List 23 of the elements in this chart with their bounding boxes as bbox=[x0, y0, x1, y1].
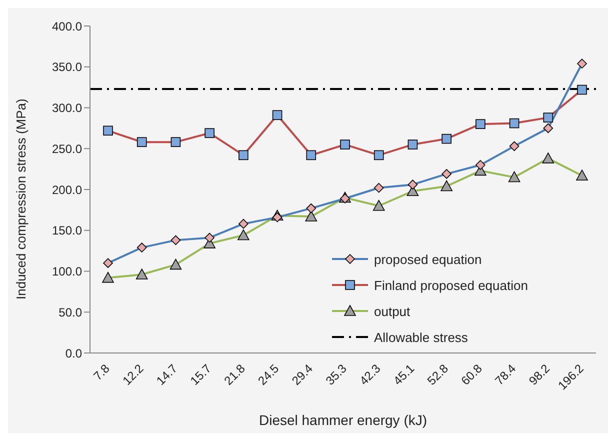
legend-label: Allowable stress bbox=[374, 330, 468, 344]
x-tick-label: 7.8 bbox=[90, 361, 113, 384]
legend-label: proposed equation bbox=[374, 252, 482, 266]
x-tick-label: 78.4 bbox=[492, 361, 519, 388]
y-tick-label: 50.0 bbox=[58, 305, 82, 320]
x-tick-label: 45.1 bbox=[390, 361, 418, 388]
y-tick-label: 300.0 bbox=[52, 101, 82, 116]
y-axis-title: Induced compression stress (MPa) bbox=[14, 98, 29, 300]
x-tick-label: 60.8 bbox=[458, 361, 486, 388]
legend-label: Finland proposed equation bbox=[374, 278, 528, 292]
x-axis-title: Diesel hammer energy (kJ) bbox=[258, 412, 428, 428]
legend-label: output bbox=[374, 304, 410, 318]
y-tick-label: 400.0 bbox=[52, 19, 82, 34]
y-tick-label: 200.0 bbox=[52, 182, 82, 197]
y-tick-label: 350.0 bbox=[52, 60, 82, 74]
y-tick-label: 0.0 bbox=[65, 346, 82, 360]
x-tick-label: 52.8 bbox=[424, 361, 452, 388]
x-tick-label: 35.3 bbox=[322, 361, 350, 388]
y-tick-label: 250.0 bbox=[52, 142, 82, 156]
x-tick-label: 98.2 bbox=[526, 361, 553, 388]
y-tick-label: 100.0 bbox=[52, 264, 82, 279]
y-tick-label: 150.0 bbox=[52, 224, 82, 238]
x-tick-label: 42.3 bbox=[356, 361, 384, 388]
